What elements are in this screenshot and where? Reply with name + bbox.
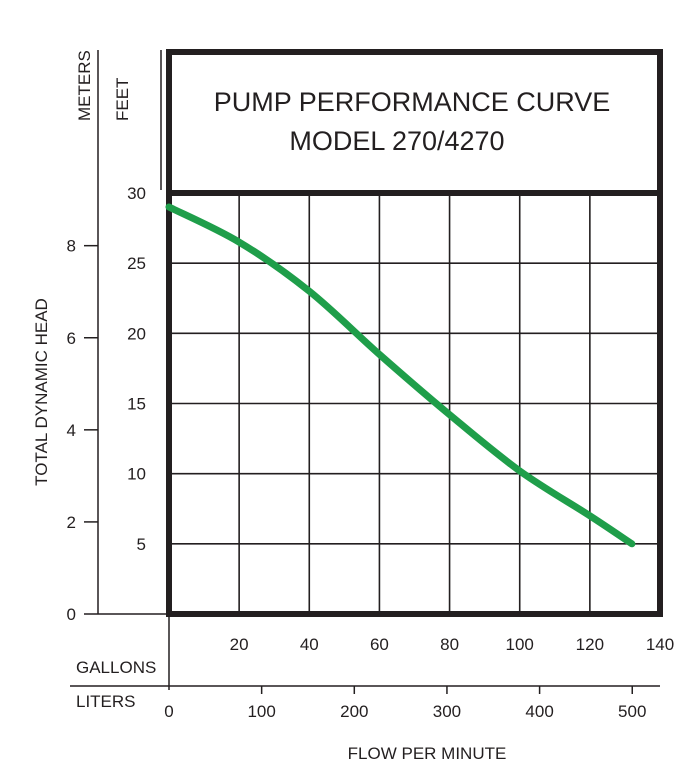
feet-tick-label: 25 <box>127 254 146 273</box>
gallon-tick-label: 100 <box>506 635 534 654</box>
meter-ticks: 0 2 4 6 8 <box>67 237 98 624</box>
liter-tick-label: 200 <box>340 702 368 721</box>
performance-curve <box>165 203 636 548</box>
meter-tick-label: 4 <box>67 421 76 440</box>
x-axis-title: FLOW PER MINUTE <box>348 744 507 763</box>
title-box <box>166 49 663 196</box>
meter-tick-label: 0 <box>67 605 76 624</box>
chart-subtitle: MODEL 270/4270 <box>289 126 504 156</box>
gallon-tick-label: 20 <box>230 635 249 654</box>
liter-tick-label: 0 <box>164 702 173 721</box>
meter-tick-label: 8 <box>67 237 76 256</box>
gallon-tick-label: 80 <box>440 635 459 654</box>
gallon-tick-label: 60 <box>370 635 389 654</box>
gallons-unit-label: GALLONS <box>76 658 156 677</box>
chart-title: PUMP PERFORMANCE CURVE <box>214 87 611 117</box>
feet-tick-label: 20 <box>127 324 146 343</box>
gallon-tick-label: 120 <box>576 635 604 654</box>
gallon-tick-label: 40 <box>300 635 319 654</box>
meter-tick-label: 6 <box>67 329 76 348</box>
liter-tick-label: 100 <box>247 702 275 721</box>
feet-tick-label: 15 <box>127 395 146 414</box>
grid <box>169 193 660 614</box>
meter-tick-label: 2 <box>67 513 76 532</box>
gallon-tick-label: 140 <box>646 635 674 654</box>
y-axis-title: TOTAL DYNAMIC HEAD <box>32 298 51 486</box>
feet-tick-labels: 5 10 15 20 25 30 <box>127 184 146 554</box>
liter-tick-label: 500 <box>618 702 646 721</box>
plot-frame <box>166 190 663 617</box>
liter-tick-label: 400 <box>525 702 553 721</box>
feet-unit-label: FEET <box>113 78 132 121</box>
feet-tick-label: 10 <box>127 465 146 484</box>
feet-tick-label: 5 <box>137 535 146 554</box>
feet-tick-label: 30 <box>127 184 146 203</box>
meters-unit-label: METERS <box>75 50 94 121</box>
liters-unit-label: LITERS <box>76 692 136 711</box>
gallon-tick-labels: 20 40 60 80 100 120 140 <box>230 635 675 654</box>
liter-ticks: 0 100 200 300 400 500 <box>164 686 646 721</box>
liter-tick-label: 300 <box>433 702 461 721</box>
